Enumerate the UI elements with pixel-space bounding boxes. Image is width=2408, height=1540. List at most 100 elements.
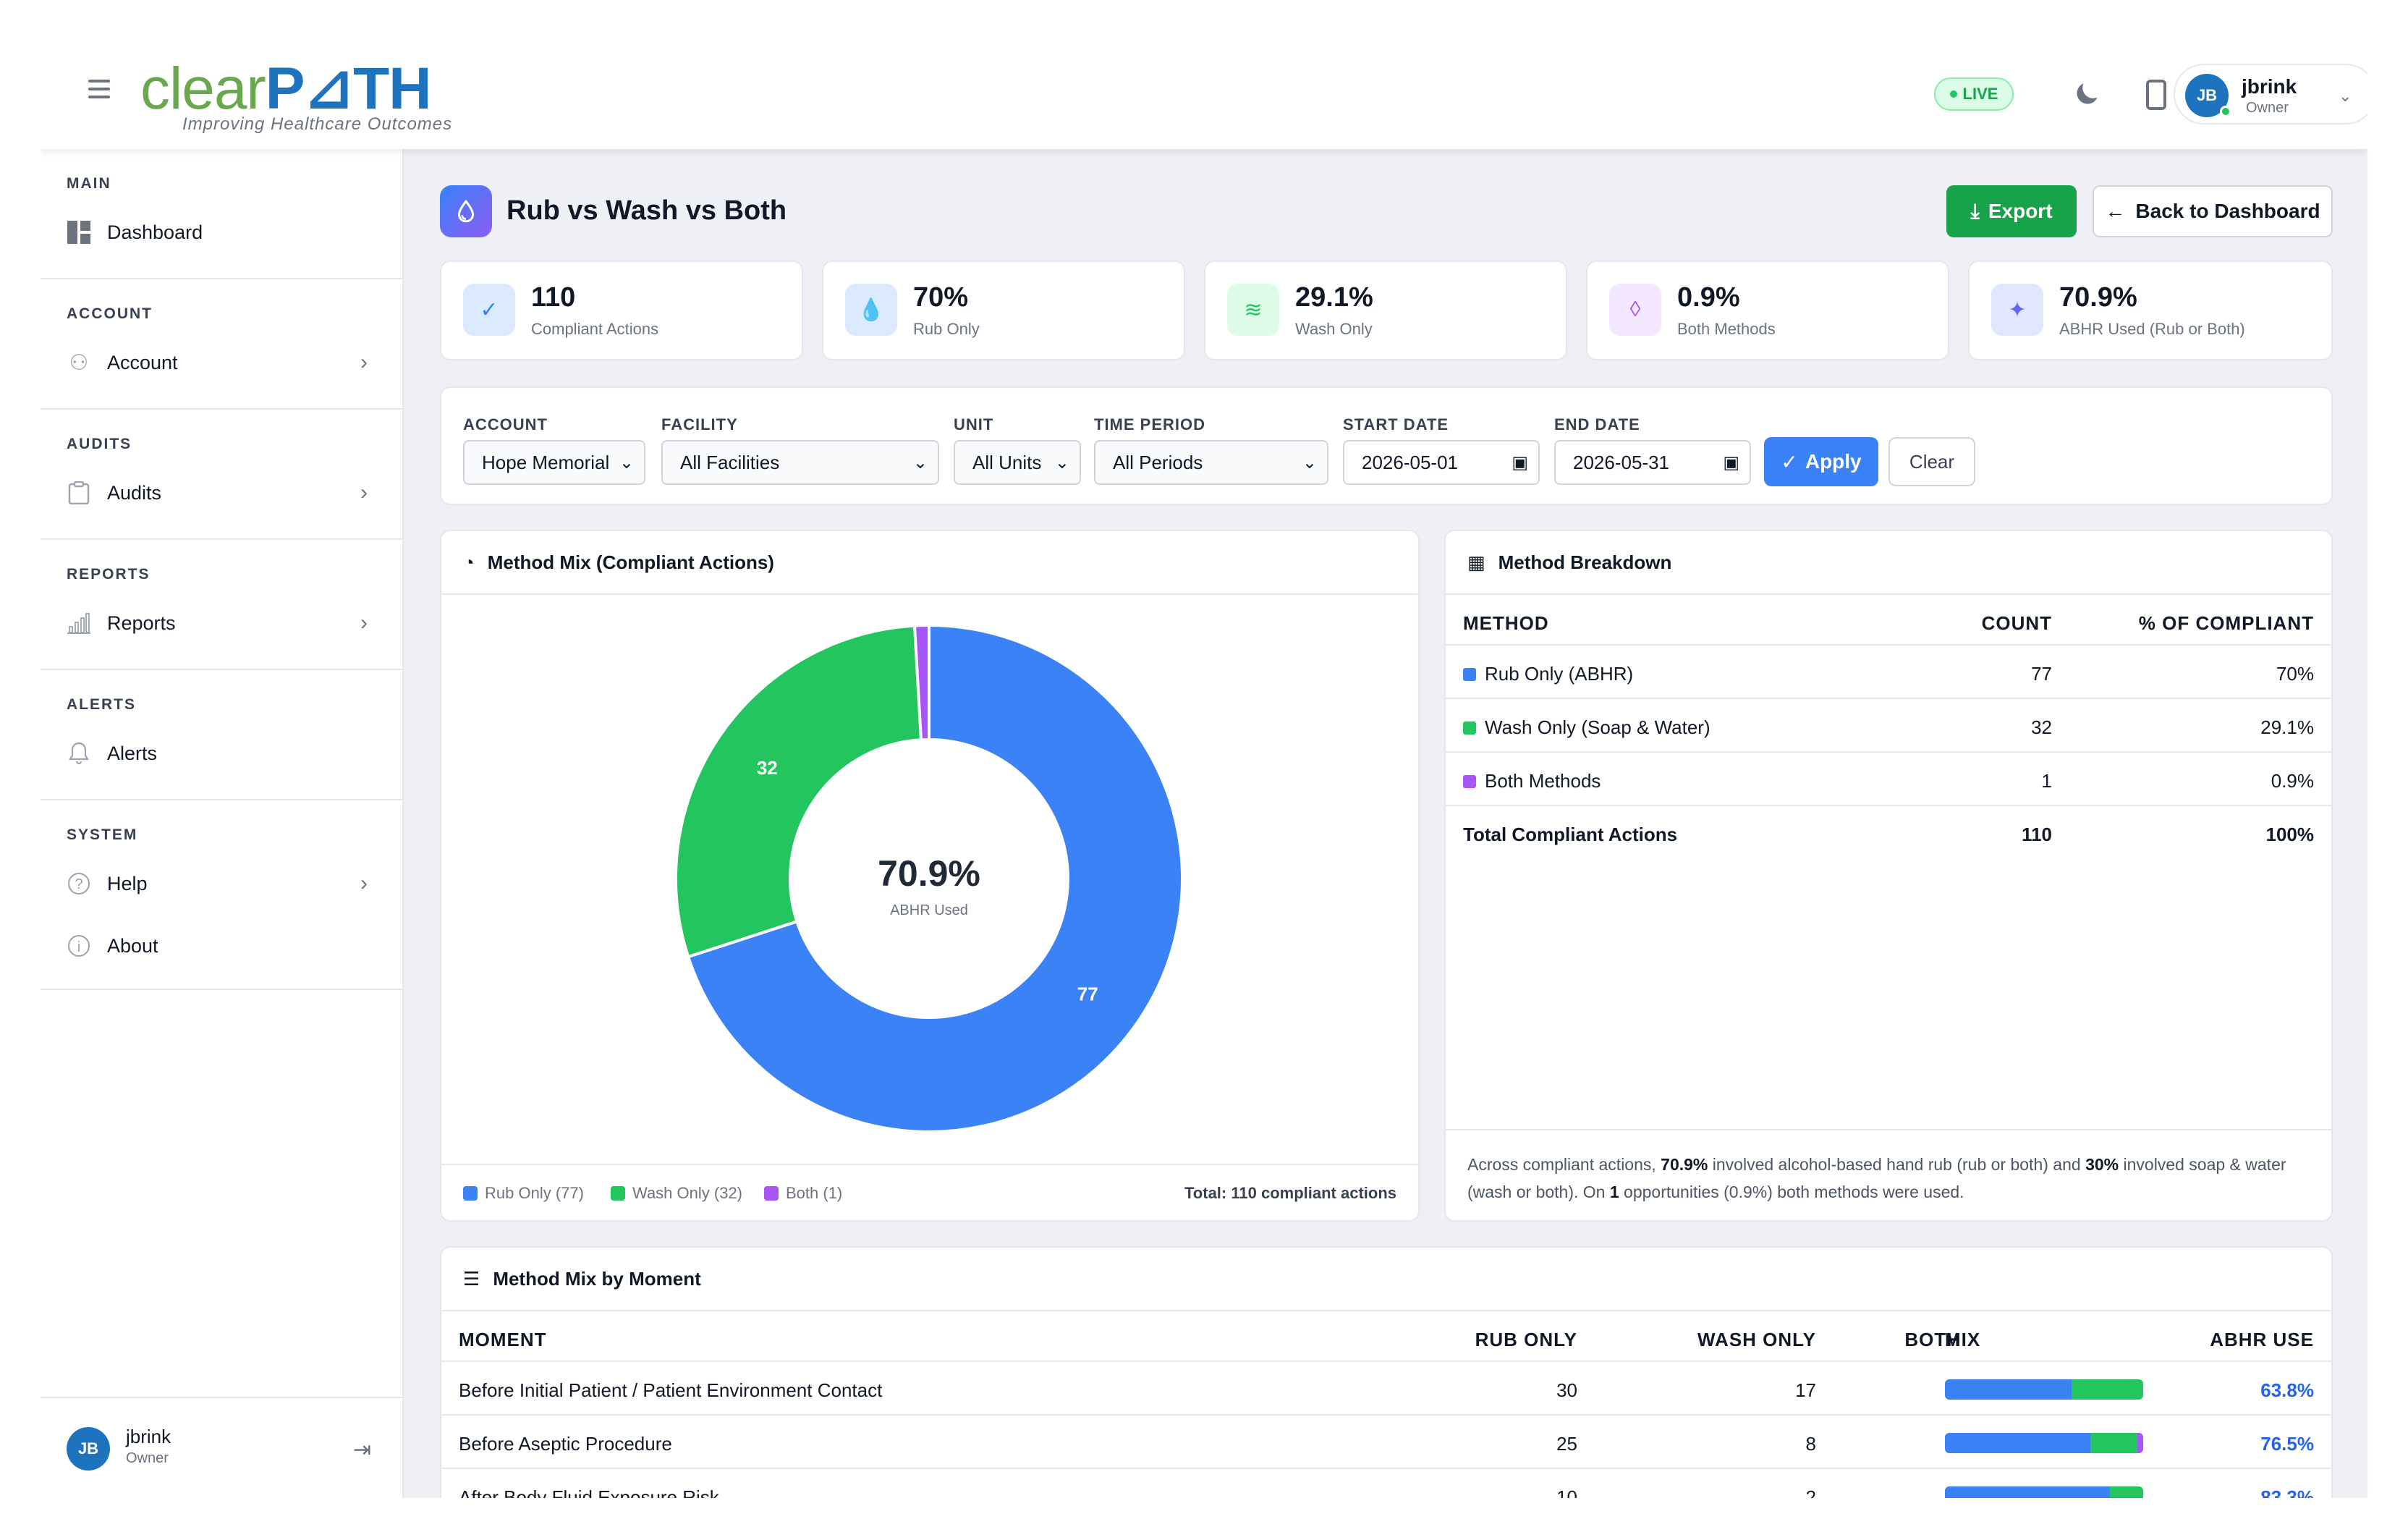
- table-row: After Body Fluid Exposure Risk102083.3%: [441, 1469, 2331, 1498]
- chevron-down-icon: ⌄: [619, 452, 634, 473]
- stat-card-abhr-used: ✦ 70.9% ABHR Used (Rub or Both): [1968, 261, 2333, 360]
- sidebar-item-about[interactable]: i About: [67, 928, 385, 964]
- mix-bar-segment: [2110, 1486, 2143, 1498]
- table-row: Both Methods 1 0.9%: [1446, 753, 2331, 806]
- svg-text:?: ?: [75, 876, 82, 892]
- stat-card-compliant-actions: ✓ 110 Compliant Actions: [440, 261, 803, 360]
- export-button[interactable]: ⤓ Export: [1946, 185, 2077, 237]
- wash-only-count: 2: [1805, 1486, 1816, 1498]
- user-name: jbrink: [126, 1426, 171, 1447]
- donut-slice-wash-only[interactable]: [674, 624, 923, 959]
- bar-chart-icon: [67, 611, 91, 635]
- mobile-view-icon[interactable]: [2146, 80, 2166, 110]
- account-select[interactable]: Hope Memorial ⌄: [463, 440, 645, 485]
- sidebar-item-audits[interactable]: Audits ›: [67, 475, 385, 511]
- sidebar-item-reports[interactable]: Reports ›: [67, 605, 385, 641]
- table-total-row: Total Compliant Actions 110 100%: [1463, 824, 2314, 845]
- chevron-right-icon: ›: [360, 611, 368, 635]
- donut-slice-both[interactable]: [912, 623, 930, 742]
- sidebar-item-alerts[interactable]: Alerts: [67, 735, 385, 771]
- donut-center-value: 70.9%: [878, 853, 980, 894]
- sidebar-section-audits: AUDITS Audits ›: [41, 410, 402, 540]
- menu-icon[interactable]: [88, 80, 110, 98]
- chevron-right-icon: ›: [360, 350, 368, 374]
- rub-only-count: 30: [1556, 1379, 1577, 1401]
- chevron-right-icon: ›: [360, 481, 368, 504]
- moment-name: Before Aseptic Procedure: [459, 1433, 672, 1455]
- check-circle-icon: ✓: [463, 284, 515, 336]
- sidebar-item-help[interactable]: ? Help ›: [67, 866, 385, 902]
- clipboard-icon: [67, 481, 91, 505]
- mix-bar-segment: [1945, 1486, 2111, 1498]
- droplet-icon: 💧: [845, 284, 897, 336]
- filter-bar: ACCOUNT Hope Memorial ⌄ FACILITY All Faci…: [440, 386, 2333, 505]
- back-to-dashboard-button[interactable]: ← Back to Dashboard: [2093, 185, 2333, 237]
- mix-bar-segment: [2071, 1379, 2143, 1400]
- moment-name: Before Initial Patient / Patient Environ…: [459, 1379, 883, 1401]
- abhr-use-value: 76.5%: [2260, 1433, 2314, 1455]
- chevron-down-icon: ⌄: [2339, 87, 2352, 105]
- table-row: Rub Only (ABHR) 77 70%: [1446, 646, 2331, 699]
- list-icon: ☰: [463, 1267, 480, 1290]
- stat-card-rub-only: 💧 70% Rub Only: [822, 261, 1185, 360]
- stat-card-wash-only: ≋ 29.1% Wash Only: [1204, 261, 1567, 360]
- legend-item-wash[interactable]: Wash Only (32): [611, 1184, 742, 1203]
- clear-button[interactable]: Clear: [1888, 437, 1975, 486]
- mix-bar-segment: [2090, 1433, 2137, 1453]
- table-header: METHOD COUNT % OF COMPLIANT: [1446, 595, 2331, 646]
- rub-only-count: 10: [1556, 1486, 1577, 1498]
- live-dot-icon: [1949, 90, 1957, 98]
- breakdown-summary: Across compliant actions, 70.9% involved…: [1446, 1129, 2331, 1220]
- end-date-input[interactable]: 2026-05-31 ▣: [1554, 440, 1751, 485]
- mix-bar: [1945, 1379, 2143, 1400]
- user-role: Owner: [2246, 100, 2289, 116]
- sidebar-item-account[interactable]: ⚇ Account ›: [67, 344, 385, 381]
- chart-legend: Rub Only (77) Wash Only (32) Both (1) To…: [441, 1164, 1418, 1220]
- user-role: Owner: [126, 1450, 169, 1466]
- avatar: JB: [67, 1427, 110, 1471]
- droplet-icon: [440, 185, 492, 237]
- chevron-down-icon: ⌄: [1054, 452, 1069, 473]
- user-menu[interactable]: JB jbrink Owner ⌄: [2174, 64, 2367, 124]
- legend-item-rub[interactable]: Rub Only (77): [463, 1184, 584, 1203]
- sidebar-section-reports: REPORTS Reports ›: [41, 540, 402, 670]
- sidebar: MAIN Dashboard ACCOUNT ⚇ Account › AUDIT…: [41, 149, 404, 1498]
- clearpath-logo[interactable]: clearP⊿TH Improving Healthcare Outcomes: [140, 56, 453, 135]
- sidebar-section-system: SYSTEM ? Help › i About: [41, 800, 402, 990]
- mix-bar: [1945, 1433, 2143, 1453]
- mix-bar-segment: [2137, 1433, 2143, 1453]
- wash-only-count: 8: [1805, 1433, 1816, 1455]
- arrow-left-icon: ←: [2105, 200, 2126, 222]
- legend-item-both[interactable]: Both (1): [764, 1184, 842, 1203]
- main-content: Rub vs Wash vs Both ⤓ Export ← Back to Das…: [404, 149, 2367, 1498]
- start-date-input[interactable]: 2026-05-01 ▣: [1343, 440, 1540, 485]
- sidebar-item-dashboard[interactable]: Dashboard: [67, 214, 385, 250]
- bell-icon: [67, 741, 91, 766]
- logout-icon[interactable]: ⇥: [353, 1438, 372, 1462]
- wash-only-count: 17: [1795, 1379, 1816, 1401]
- calendar-icon: ▣: [1723, 452, 1739, 473]
- sidebar-section-alerts: ALERTS Alerts: [41, 670, 402, 800]
- pie-chart-icon: ◔: [463, 551, 475, 573]
- chart-total: Total: 110 compliant actions: [1184, 1184, 1396, 1202]
- table-row: Before Aseptic Procedure258176.5%: [441, 1416, 2331, 1469]
- time-period-select[interactable]: All Periods ⌄: [1094, 440, 1328, 485]
- donut-slice-rub-only[interactable]: [686, 623, 1184, 1133]
- sidebar-section-main: MAIN Dashboard: [41, 149, 402, 279]
- donut-data-label: 77: [1077, 983, 1098, 1004]
- abhr-use-value: 63.8%: [2260, 1379, 2314, 1401]
- method-mix-by-moment-card: ☰ Method Mix by Moment MOMENT RUB ONLY WA…: [440, 1246, 2333, 1498]
- abhr-use-value: 83.3%: [2260, 1486, 2314, 1498]
- apply-button[interactable]: ✓ Apply: [1764, 437, 1878, 486]
- page-title: Rub vs Wash vs Both: [506, 195, 787, 226]
- unit-select[interactable]: All Units ⌄: [954, 440, 1081, 485]
- sidebar-user: JB jbrink Owner ⇥: [41, 1397, 402, 1498]
- card-header: ▦ Method Breakdown: [1446, 531, 2331, 595]
- facility-select[interactable]: All Facilities ⌄: [661, 440, 939, 485]
- sidebar-section-account: ACCOUNT ⚇ Account ›: [41, 279, 402, 410]
- water-waves-icon: ≋: [1227, 284, 1279, 336]
- download-icon: ⤓: [1970, 199, 1980, 222]
- card-header: ☰ Method Mix by Moment: [441, 1248, 2331, 1311]
- moment-name: After Body Fluid Exposure Risk: [459, 1486, 719, 1498]
- moon-icon[interactable]: [2071, 78, 2103, 110]
